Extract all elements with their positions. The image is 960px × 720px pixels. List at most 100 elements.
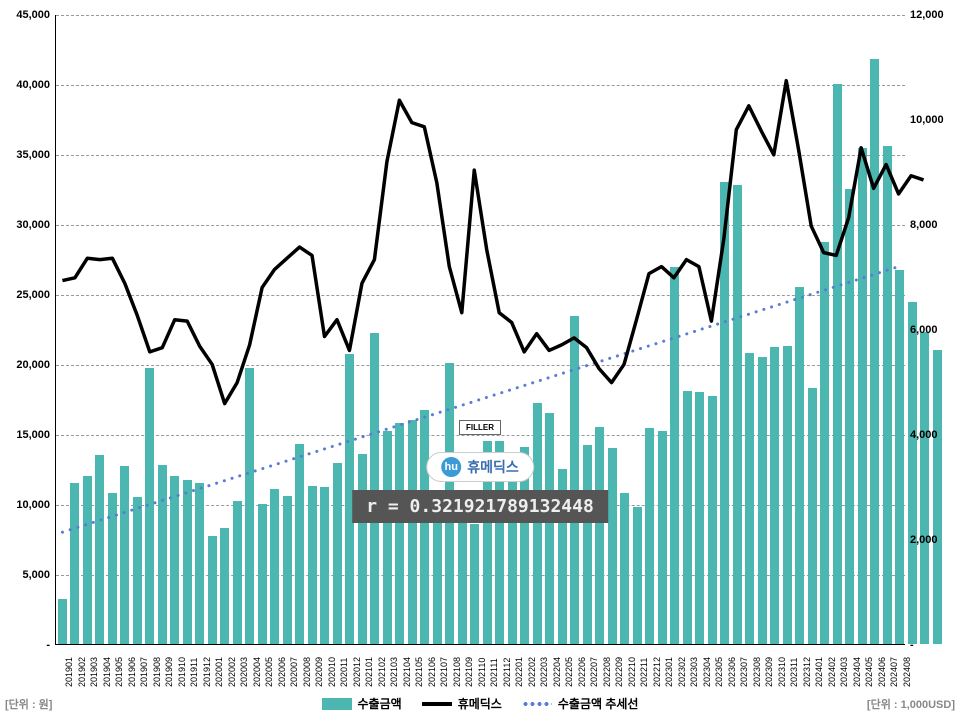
y-axis-left-label: 20,000	[5, 359, 50, 371]
x-axis-label: 202012	[352, 657, 362, 687]
x-axis-label: 202001	[214, 657, 224, 687]
x-axis-label: 202105	[414, 657, 424, 687]
x-axis-label: 202311	[789, 658, 799, 687]
x-axis-label: 202003	[239, 657, 249, 687]
filler-text: FILLER	[466, 423, 494, 432]
x-axis-label: 202112	[502, 658, 512, 687]
legend-line-swatch	[422, 702, 452, 706]
legend-item-bar: 수출금액	[322, 695, 402, 712]
x-axis-label: 202202	[527, 657, 537, 687]
x-axis-label: 202106	[427, 657, 437, 687]
x-axis-label: 202211	[639, 658, 649, 687]
x-axis-label: 202010	[327, 657, 337, 687]
x-axis-label: 202304	[702, 657, 712, 687]
y-axis-right-label: 6,000	[910, 324, 955, 336]
price-line	[62, 81, 923, 404]
x-axis-label: 201906	[127, 657, 137, 687]
chart-plot-area	[55, 15, 905, 645]
chart-legend: 수출금액 휴메딕스 수출금액 추세선	[0, 695, 960, 712]
x-axis-label: 202309	[764, 657, 774, 687]
x-axis-label: 202201	[514, 657, 524, 687]
x-axis-label: 202306	[727, 657, 737, 687]
x-axis-label: 202206	[577, 657, 587, 687]
x-axis-label: 202204	[552, 657, 562, 687]
x-axis-label: 201909	[164, 657, 174, 687]
x-axis-label: 202109	[464, 657, 474, 687]
x-axis-label: 202407	[889, 657, 899, 687]
x-axis-label: 202405	[864, 657, 874, 687]
legend-line-label: 휴메딕스	[458, 695, 502, 712]
x-axis-label: 202207	[589, 657, 599, 687]
x-axis-label: 202210	[627, 657, 637, 687]
unit-label-left: [단위 : 원]	[5, 696, 52, 712]
x-axis-label: 202310	[777, 657, 787, 687]
y-axis-left-label: 45,000	[5, 9, 50, 21]
x-axis-label: 202209	[614, 657, 624, 687]
x-axis-label: 201911	[189, 658, 199, 687]
y-axis-left-label: 10,000	[5, 499, 50, 511]
correlation-r-text: r = 0.321921789132448	[366, 496, 594, 517]
x-axis-label: 202203	[539, 657, 549, 687]
x-axis-label: 201902	[77, 657, 87, 687]
y-axis-left-label: 15,000	[5, 429, 50, 441]
y-axis-right-label: 10,000	[910, 114, 955, 126]
x-axis-label: 202107	[439, 657, 449, 687]
legend-bar-swatch	[322, 698, 352, 710]
x-axis-label: 202009	[314, 657, 324, 687]
chart-overlay-svg	[56, 15, 905, 644]
legend-trend-label: 수출금액 추세선	[558, 695, 639, 712]
legend-item-trend: 수출금액 추세선	[522, 695, 639, 712]
x-axis-label: 202302	[677, 657, 687, 687]
x-axis-label: 201910	[177, 657, 187, 687]
x-axis-label: 202006	[277, 657, 287, 687]
legend-item-line: 휴메딕스	[422, 695, 502, 712]
y-axis-left-label: 25,000	[5, 289, 50, 301]
y-axis-left-label: -	[5, 639, 50, 651]
x-axis-label: 202011	[339, 658, 349, 687]
x-axis-label: 201908	[152, 657, 162, 687]
x-axis-label: 202004	[252, 657, 262, 687]
legend-trend-swatch	[522, 702, 552, 706]
x-axis-label: 202303	[689, 657, 699, 687]
x-axis-label: 202408	[902, 657, 912, 687]
x-axis-label: 202305	[714, 657, 724, 687]
x-axis-label: 202007	[289, 657, 299, 687]
x-axis-label: 202301	[664, 657, 674, 687]
logo-text: 휴메딕스	[467, 457, 519, 477]
x-axis-label: 201905	[114, 657, 124, 687]
x-axis-label: 202312	[802, 657, 812, 687]
y-axis-right-label: 4,000	[910, 429, 955, 441]
x-axis-label: 202110	[477, 658, 487, 687]
company-logo-box: hu 휴메딕스	[426, 452, 534, 482]
x-axis-label: 202101	[364, 657, 374, 687]
y-axis-left-label: 40,000	[5, 79, 50, 91]
x-axis-label: 202307	[739, 657, 749, 687]
y-axis-right-label: 2,000	[910, 534, 955, 546]
filler-badge: FILLER	[459, 420, 501, 435]
x-axis-label: 201912	[202, 657, 212, 687]
x-axis-label: 202208	[602, 657, 612, 687]
x-axis-label: 202404	[852, 657, 862, 687]
x-axis-label: 201904	[102, 657, 112, 687]
x-axis-label: 202008	[302, 657, 312, 687]
y-axis-right-label: 8,000	[910, 219, 955, 231]
legend-bar-label: 수출금액	[358, 695, 402, 712]
x-axis-label: 202402	[827, 657, 837, 687]
x-axis-label: 202102	[377, 657, 387, 687]
x-axis-label: 202111	[489, 658, 499, 687]
x-axis-label: 201903	[89, 657, 99, 687]
y-axis-left-label: 35,000	[5, 149, 50, 161]
x-axis-label: 202401	[814, 657, 824, 687]
bar	[920, 332, 929, 644]
correlation-r-box: r = 0.321921789132448	[352, 490, 608, 523]
x-axis-label: 202406	[877, 657, 887, 687]
unit-label-right: [단위 : 1,000USD]	[867, 696, 955, 712]
x-axis-label: 202005	[264, 657, 274, 687]
bar	[933, 350, 942, 644]
y-axis-left-label: 30,000	[5, 219, 50, 231]
x-axis-label: 201907	[139, 657, 149, 687]
y-axis-right-label: -	[910, 639, 955, 651]
logo-badge: hu	[441, 457, 461, 477]
x-axis-label: 202104	[402, 657, 412, 687]
x-axis-label: 201901	[64, 657, 74, 687]
